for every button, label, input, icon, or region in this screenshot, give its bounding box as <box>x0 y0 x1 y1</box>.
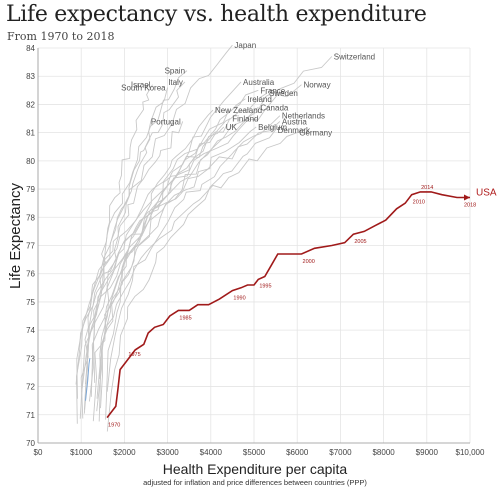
country-line <box>76 89 259 399</box>
y-tick-label: 77 <box>26 242 35 251</box>
country-label: Netherlands <box>282 112 325 121</box>
x-tick-label: $8000 <box>372 448 395 457</box>
country-label: France <box>260 86 285 95</box>
country-label: South Korea <box>121 84 166 93</box>
country-label: Portugal <box>151 117 181 126</box>
usa-year-label: 1995 <box>259 283 271 289</box>
country-line <box>99 132 298 380</box>
country-label: Spain <box>165 67 185 76</box>
y-tick-label: 75 <box>26 298 35 307</box>
usa-year-label: 2010 <box>413 200 425 206</box>
x-tick-label: $3000 <box>156 448 179 457</box>
country-label: Denmark <box>278 126 311 135</box>
country-label: Israel <box>131 81 151 90</box>
x-axis-note: adjusted for inflation and price differe… <box>143 478 367 487</box>
usa-year-label: 2005 <box>354 239 366 245</box>
country-label: UK <box>226 123 238 132</box>
y-tick-label: 82 <box>26 100 35 109</box>
y-tick-label: 79 <box>26 185 35 194</box>
usa-line <box>106 191 470 419</box>
country-line <box>80 121 184 419</box>
country-label: Norway <box>304 81 331 90</box>
country-line <box>88 126 257 402</box>
y-tick-label: 80 <box>26 157 35 166</box>
usa-label: USA <box>476 188 497 199</box>
x-tick-label: $2000 <box>113 448 136 457</box>
country-label: Japan <box>234 41 256 50</box>
y-tick-label: 71 <box>26 411 35 420</box>
country-line <box>93 84 153 383</box>
y-tick-label: 76 <box>26 270 35 279</box>
usa-series: USA 1970 1975 1985 1990 1995 2000 2005 2010 2014 2… <box>106 185 497 429</box>
usa-year-label: 1970 <box>108 423 120 429</box>
country-line <box>96 106 259 412</box>
y-tick-label: 83 <box>26 72 35 81</box>
country-label: Australia <box>243 78 275 87</box>
country-label: Austria <box>282 117 307 126</box>
usa-year-label: 1985 <box>179 315 191 321</box>
country-label: Sweden <box>269 89 298 98</box>
usa-year-label: 1990 <box>233 296 245 302</box>
country-line <box>79 56 333 419</box>
country-label: Finland <box>232 115 258 124</box>
country-label: Belgium <box>258 123 287 132</box>
highlight-blue-line <box>85 358 91 401</box>
other-country-lines <box>75 44 333 432</box>
axes: $0 $1000 $2000 $3000 $4000 $5000 $6000 $7000 $80… <box>26 44 485 457</box>
y-tick-label: 73 <box>26 354 35 363</box>
usa-year-label: 2018 <box>464 203 476 209</box>
country-line <box>106 129 276 432</box>
y-axis-label: Life Expectancy <box>7 183 24 289</box>
country-line <box>83 118 231 414</box>
country-line <box>83 70 188 410</box>
usa-year-label: 2014 <box>421 185 433 191</box>
y-tick-label: 81 <box>26 129 35 138</box>
x-tick-label: $10,000 <box>456 448 485 457</box>
country-line <box>96 126 225 399</box>
country-label: Ireland <box>247 95 271 104</box>
x-tick-label: $4000 <box>200 448 223 457</box>
x-tick-label: $9000 <box>416 448 439 457</box>
y-tick-label: 78 <box>26 213 35 222</box>
country-line <box>84 92 268 385</box>
y-tick-label: 84 <box>26 44 35 53</box>
country-label: Germany <box>299 129 332 138</box>
country-line <box>106 115 281 392</box>
y-tick-label: 72 <box>26 383 35 392</box>
usa-year-label: 1975 <box>128 352 140 358</box>
country-label: Switzerland <box>334 52 375 61</box>
country-label: Canada <box>260 103 289 112</box>
chart-title: Life expectancy vs. health expenditure <box>6 2 427 27</box>
y-tick-label: 70 <box>26 439 35 448</box>
x-tick-label: $7000 <box>329 448 352 457</box>
x-axis-label: Health Expenditure per capita <box>163 461 348 477</box>
x-tick-label: $0 <box>34 448 43 457</box>
usa-year-label: 2000 <box>303 259 315 265</box>
country-label: New Zealand <box>215 106 262 115</box>
country-line <box>100 109 214 409</box>
chart-subtitle: From 1970 to 2018 <box>7 30 115 43</box>
x-tick-label: $1000 <box>70 448 93 457</box>
y-tick-label: 74 <box>26 326 35 335</box>
country-line <box>92 98 246 422</box>
x-tick-label: $6000 <box>286 448 309 457</box>
x-tick-label: $5000 <box>243 448 266 457</box>
usa-arrowhead <box>464 194 470 201</box>
country-label: Italy <box>168 78 183 87</box>
